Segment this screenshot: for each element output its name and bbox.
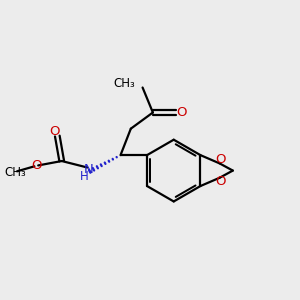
Text: O: O	[176, 106, 187, 119]
Text: O: O	[49, 124, 60, 137]
Text: O: O	[215, 153, 226, 167]
Text: CH₃: CH₃	[5, 166, 26, 179]
Text: N: N	[84, 163, 94, 176]
Text: O: O	[215, 175, 226, 188]
Text: O: O	[31, 159, 42, 172]
Text: CH₃: CH₃	[113, 77, 135, 91]
Text: H: H	[80, 170, 89, 183]
